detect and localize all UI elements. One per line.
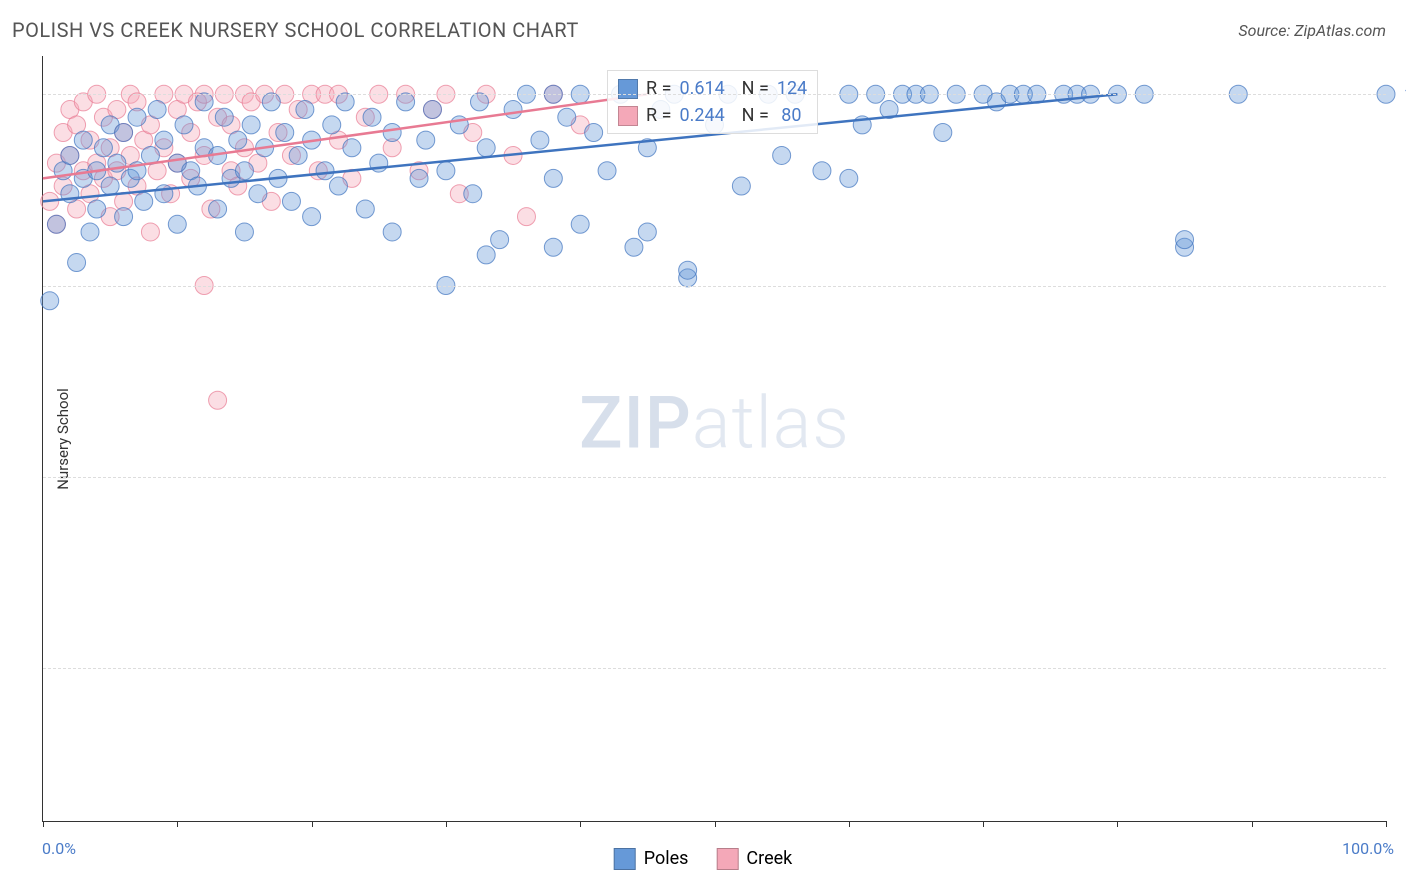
stat-n-label: N = — [733, 75, 769, 102]
source-label: Source: ZipAtlas.com — [1238, 21, 1386, 40]
y-tick-label: 100.0% — [1396, 85, 1406, 104]
r-value-creek: 0.244 — [679, 102, 724, 129]
n-value-creek: 80 — [777, 102, 802, 129]
series-legend: Poles Creek — [614, 848, 793, 870]
legend-item-poles: Poles — [614, 848, 689, 870]
n-value-poles: 124 — [777, 75, 807, 102]
legend-color-creek — [716, 848, 738, 870]
chart-title: POLISH VS CREEK NURSERY SCHOOL CORRELATI… — [12, 18, 579, 42]
y-tick-label: 92.5% — [1396, 659, 1406, 678]
legend-swatch-creek — [618, 106, 638, 126]
x-axis-end-label: 100.0% — [1342, 839, 1394, 858]
legend-color-poles — [614, 848, 636, 870]
scatter-chart: Nursery School ZIPatlas R = 0.614 N = 12… — [42, 56, 1386, 822]
stat-r-label: R = — [646, 75, 671, 102]
legend-item-creek: Creek — [716, 848, 792, 870]
y-tick-label: 97.5% — [1396, 276, 1406, 295]
y-tick-label: 95.0% — [1396, 467, 1406, 486]
r-value-poles: 0.614 — [679, 75, 724, 102]
x-axis-start-label: 0.0% — [42, 839, 76, 858]
stat-r-label: R = — [646, 102, 671, 129]
chart-svg — [43, 56, 1386, 821]
stat-n-label: N = — [733, 102, 769, 129]
plot-area: ZIPatlas R = 0.614 N = 124 R = 0.244 N =… — [42, 56, 1386, 822]
stats-legend: R = 0.614 N = 124 R = 0.244 N = 80 — [607, 70, 818, 134]
legend-swatch-poles — [618, 79, 638, 99]
